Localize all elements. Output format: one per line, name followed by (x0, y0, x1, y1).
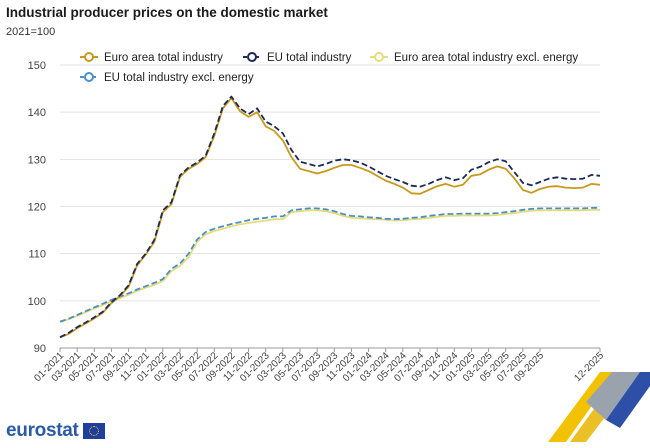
grid-lines (60, 64, 600, 349)
y-tick-label: 90 (34, 343, 46, 355)
series-line (59, 208, 600, 323)
eu-flag-icon (82, 423, 105, 439)
series-line (59, 95, 601, 339)
legend-marker-icon (374, 52, 384, 62)
legend-marker-icon (84, 72, 94, 82)
legend-marker-icon (247, 52, 257, 62)
legend-item[interactable]: Euro area total industry (80, 52, 223, 64)
legend-label: Euro area total industry excl. energy (394, 52, 578, 64)
legend-label: Euro area total industry (104, 52, 223, 64)
y-axis: 90 100 110 120 130 140 150 (28, 60, 46, 355)
y-tick-label: 150 (28, 60, 46, 72)
series-line (59, 206, 600, 323)
legend-item[interactable]: EU total industry excl. energy (80, 72, 254, 84)
legend-item[interactable]: EU total industry (243, 52, 352, 64)
legend-label: EU total industry excl. energy (104, 72, 254, 84)
legend[interactable]: Euro area total industry EU total industr… (80, 52, 578, 84)
eurostat-logo: eurostat (6, 420, 105, 442)
y-tick-label: 100 (28, 296, 46, 308)
chart-subtitle: 2021=100 (6, 26, 56, 38)
logo-text: eurostat (6, 420, 79, 441)
series-line (59, 97, 601, 339)
y-tick-label: 130 (28, 154, 46, 166)
y-tick-label: 110 (28, 249, 46, 261)
y-tick-label: 120 (28, 202, 46, 214)
y-tick-label: 140 (28, 107, 46, 119)
legend-label: EU total industry (267, 52, 352, 64)
x-axis: 01-202103-202105-202107-202109-202111-20… (32, 348, 606, 384)
legend-marker-icon (84, 52, 94, 62)
chart-title: Industrial producer prices on the domest… (6, 5, 328, 20)
legend-item[interactable]: Euro area total industry excl. energy (370, 52, 578, 64)
brand-decoration (548, 372, 650, 442)
series-lines (59, 95, 601, 339)
